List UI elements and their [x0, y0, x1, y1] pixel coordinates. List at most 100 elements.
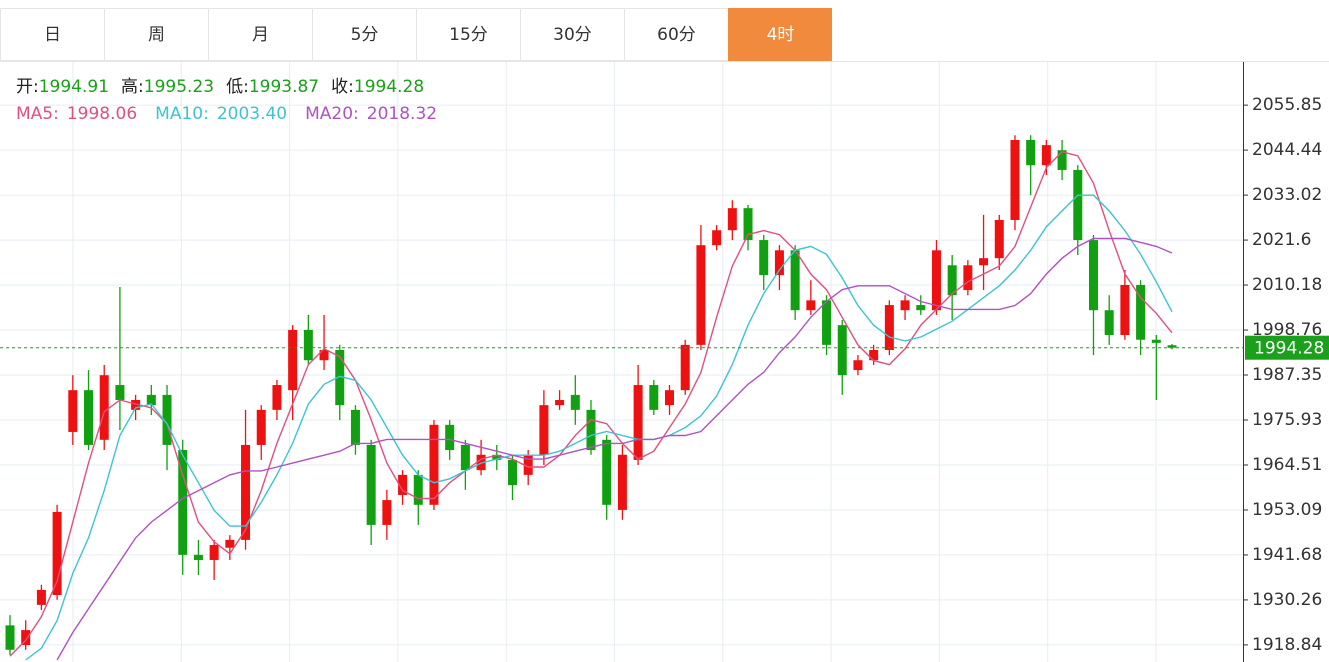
current-price-box — [1245, 335, 1329, 360]
candle-body — [602, 439, 612, 505]
candle-body — [272, 385, 282, 410]
y-tick-label: 2010.18 — [1252, 275, 1322, 295]
ma-line — [9, 151, 1173, 657]
y-tick-label: 2021.6 — [1252, 230, 1311, 250]
info-value: 1993.87 — [249, 77, 319, 97]
candle-body — [1010, 140, 1020, 220]
period-tab[interactable]: 周 — [104, 8, 208, 61]
info-value: 1994.28 — [354, 77, 424, 97]
candle-body — [256, 409, 266, 445]
candle-body — [52, 511, 62, 596]
y-tick-label: 1930.26 — [1252, 590, 1322, 610]
current-price-label: 1994.28 — [1254, 339, 1324, 359]
candle-body — [1057, 150, 1067, 170]
period-tab[interactable]: 月 — [208, 8, 312, 61]
ma-info: MA5: 1998.06 MA10: 2003.40 MA20: 2018.32 — [16, 104, 437, 124]
info-value: 1995.23 — [144, 77, 214, 97]
candle-body — [806, 300, 816, 311]
y-tick-label: 1998.76 — [1252, 320, 1322, 340]
period-tab[interactable]: 日 — [0, 8, 104, 61]
candle-body — [335, 349, 345, 406]
candle-body — [523, 454, 533, 475]
candle-body — [900, 300, 910, 311]
ma-name: MA5: — [16, 104, 59, 124]
y-tick-label: 1941.68 — [1252, 545, 1322, 565]
info-label: 低: — [226, 77, 249, 97]
candle-body — [916, 305, 926, 311]
candle-body — [994, 219, 1004, 259]
candle-body — [162, 394, 172, 445]
candle-body — [492, 454, 502, 460]
candle-body — [1167, 345, 1177, 348]
candle-body — [649, 385, 659, 410]
candle-body — [193, 554, 203, 560]
candle-body — [99, 375, 109, 440]
info-value: 1994.91 — [39, 77, 109, 97]
ma-value: 1998.06 — [67, 104, 137, 124]
candle-body — [84, 390, 94, 445]
ma-line — [25, 194, 1173, 661]
candle-body — [947, 265, 957, 296]
candle-body — [5, 625, 15, 650]
candle-body — [398, 474, 408, 495]
candle-body — [429, 424, 439, 505]
candle-body — [853, 360, 863, 371]
candle-body — [68, 390, 78, 432]
candle-body — [1088, 240, 1098, 311]
candle-body — [178, 450, 188, 555]
candle-body — [696, 245, 706, 345]
candle-body — [1151, 339, 1161, 343]
period-tab[interactable]: 30分 — [520, 8, 624, 61]
ma-value: 2003.40 — [217, 104, 287, 124]
candle-body — [350, 409, 360, 445]
ma-name: MA20: — [305, 104, 359, 124]
candle-body — [963, 265, 973, 291]
candle-body — [1136, 284, 1146, 340]
candle-body — [225, 539, 235, 548]
candle-body — [822, 300, 832, 345]
candle-body — [665, 390, 675, 406]
candle-body — [712, 230, 722, 246]
candle-body — [288, 329, 298, 391]
info-label: 收: — [331, 77, 354, 97]
y-tick-label: 1918.84 — [1252, 635, 1322, 655]
candle-body — [1026, 140, 1036, 166]
period-tab[interactable]: 60分 — [624, 8, 728, 61]
y-tick-label: 2033.02 — [1252, 185, 1322, 205]
candle-body — [319, 349, 329, 361]
candle-body — [36, 589, 46, 605]
y-tick-label: 1964.51 — [1252, 455, 1322, 475]
candle-body — [1120, 284, 1130, 336]
candle-body — [1104, 310, 1114, 336]
candle-body — [507, 459, 517, 486]
candle-body — [884, 305, 894, 350]
y-tick-label: 2055.85 — [1252, 95, 1322, 115]
candle-body — [633, 385, 643, 460]
ohlc-info: 开:1994.91 高:1995.23 低:1993.87 收:1994.28 — [16, 77, 424, 97]
y-tick-label: 2044.44 — [1252, 140, 1322, 160]
candle-body — [1041, 145, 1051, 166]
period-tab[interactable]: 4时 — [728, 8, 832, 61]
candle-body — [555, 400, 565, 406]
info-label: 高: — [121, 77, 144, 97]
candle-body — [366, 444, 376, 525]
info-label: 开: — [16, 77, 39, 97]
candle-body — [869, 349, 879, 361]
y-tick-label: 1987.35 — [1252, 365, 1322, 385]
candle-body — [303, 329, 313, 361]
candle-body — [146, 394, 156, 406]
candle-body — [727, 208, 737, 231]
y-tick-label: 1953.09 — [1252, 500, 1322, 520]
candle-body — [837, 325, 847, 376]
candle-body — [539, 405, 549, 455]
candle-body — [774, 250, 784, 276]
candle-body — [586, 409, 596, 451]
period-tab[interactable]: 15分 — [416, 8, 520, 61]
period-tab[interactable]: 5分 — [312, 8, 416, 61]
candle-body — [617, 454, 627, 510]
candle-body — [209, 544, 219, 560]
ma-value: 2018.32 — [367, 104, 437, 124]
candle-body — [743, 208, 753, 241]
candle-body — [445, 424, 455, 451]
